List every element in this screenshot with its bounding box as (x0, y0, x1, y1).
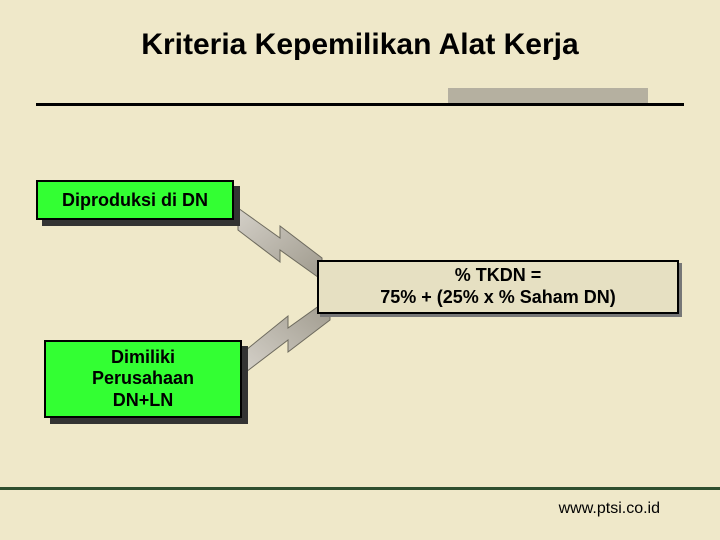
source-box-diproduksi: Diproduksi di DN (36, 180, 234, 220)
slide-title: Kriteria Kepemilikan Alat Kerja (0, 28, 720, 62)
box2-line2: Perusahaan (92, 368, 194, 390)
box2-line3: DN+LN (113, 390, 174, 412)
box-label: Diproduksi di DN (62, 190, 208, 211)
footer-url: www.ptsi.co.id (559, 500, 660, 518)
formula-line1: % TKDN = (455, 265, 542, 287)
formula-box: % TKDN = 75% + (25% x % Saham DN) (317, 260, 679, 314)
formula-line2: 75% + (25% x % Saham DN) (380, 287, 616, 309)
source-box-dimiliki: Dimiliki Perusahaan DN+LN (44, 340, 242, 418)
title-underline (36, 103, 684, 106)
arrow-source1-to-formula (230, 200, 330, 280)
box2-line1: Dimiliki (111, 347, 175, 369)
footer-divider (0, 487, 720, 490)
